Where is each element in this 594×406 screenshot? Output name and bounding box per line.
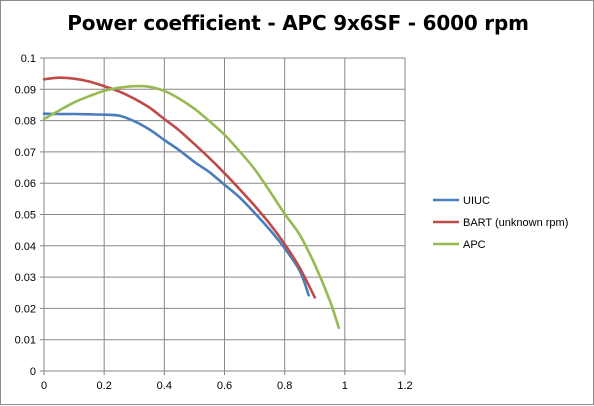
y-tick-label: 0.03 bbox=[15, 272, 36, 284]
y-tick-label: 0.05 bbox=[15, 210, 36, 222]
y-tick-label: 0.08 bbox=[15, 116, 36, 128]
x-tick-label: 0.8 bbox=[277, 380, 292, 392]
y-tick-label: 0.09 bbox=[15, 84, 36, 96]
x-tick-label: 0.2 bbox=[97, 380, 112, 392]
y-tick-label: 0.04 bbox=[15, 241, 36, 253]
y-tick-label: 0.02 bbox=[15, 303, 36, 315]
y-tick-label: 0.06 bbox=[15, 178, 36, 190]
x-tick-label: 1 bbox=[342, 380, 348, 392]
y-tick-labels: 0 0.01 0.02 0.03 0.04 0.05 0.06 0.07 0.08 0.09 0.1 bbox=[15, 53, 36, 378]
y-tick-label: 0.1 bbox=[21, 53, 36, 65]
x-tick-label: 0 bbox=[41, 380, 47, 392]
axes bbox=[40, 57, 406, 375]
x-tick-label: 1.2 bbox=[397, 380, 412, 392]
legend-label: BART (unknown rpm) bbox=[463, 217, 568, 229]
series-lines bbox=[42, 76, 341, 330]
x-tick-labels: 0 0.2 0.4 0.6 0.8 1 1.2 bbox=[41, 380, 413, 392]
series-line-2 bbox=[42, 84, 341, 330]
legend-label: UIUC bbox=[463, 195, 490, 207]
series-line-0 bbox=[42, 112, 310, 297]
y-tick-label: 0 bbox=[30, 366, 36, 378]
gridlines bbox=[44, 57, 406, 371]
y-tick-label: 0.07 bbox=[15, 147, 36, 159]
chart-title: Power coefficient - APC 9x6SF - 6000 rpm bbox=[67, 11, 529, 35]
x-tick-label: 0.4 bbox=[157, 380, 172, 392]
series-line-1 bbox=[42, 76, 317, 299]
legend-label: APC bbox=[463, 239, 486, 251]
y-tick-label: 0.01 bbox=[15, 335, 36, 347]
x-tick-label: 0.6 bbox=[217, 380, 232, 392]
legend: UIUC BART (unknown rpm) APC bbox=[433, 195, 568, 251]
